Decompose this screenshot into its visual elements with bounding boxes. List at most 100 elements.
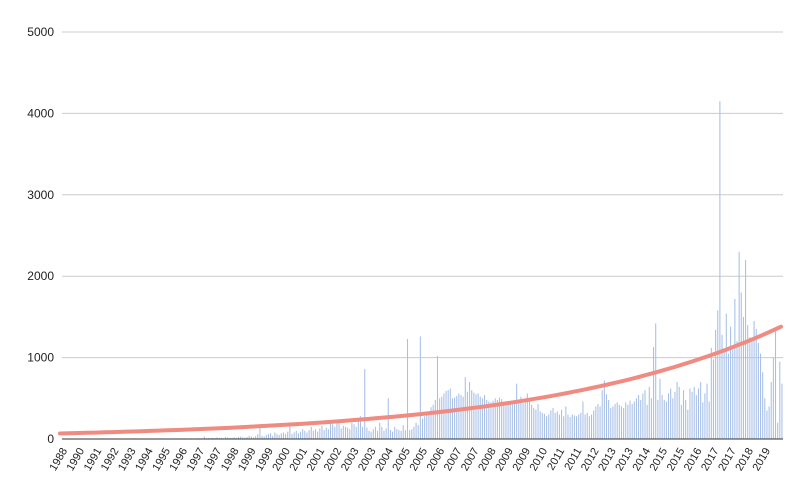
bar xyxy=(528,400,531,439)
bar xyxy=(503,402,505,439)
bar xyxy=(727,353,729,439)
bar xyxy=(321,425,323,439)
bar xyxy=(248,435,250,439)
bar xyxy=(657,399,659,439)
bar xyxy=(368,430,370,439)
bar xyxy=(349,429,351,439)
bar xyxy=(492,400,494,439)
bar xyxy=(417,425,419,439)
bar xyxy=(543,413,545,439)
bar xyxy=(772,357,774,439)
bar xyxy=(725,313,727,439)
bar xyxy=(334,426,336,439)
bar xyxy=(526,393,528,439)
bar xyxy=(623,408,625,439)
bar xyxy=(766,410,768,439)
bar xyxy=(494,398,496,439)
bar xyxy=(265,434,267,439)
bar xyxy=(347,427,349,439)
bar xyxy=(762,372,764,439)
bar xyxy=(693,386,695,439)
bar xyxy=(531,404,533,439)
bar xyxy=(638,395,640,439)
bar xyxy=(319,428,321,439)
bar xyxy=(302,429,304,439)
bar xyxy=(601,390,603,439)
bar xyxy=(706,383,708,439)
bar xyxy=(646,404,648,439)
bar xyxy=(272,435,274,439)
bar xyxy=(779,361,781,439)
bar xyxy=(618,404,620,439)
bar xyxy=(533,408,535,439)
bar xyxy=(561,409,563,439)
bar xyxy=(385,428,387,439)
bar xyxy=(220,437,222,439)
bar xyxy=(357,420,359,439)
bar xyxy=(507,404,509,439)
bar xyxy=(250,436,252,439)
bar xyxy=(212,437,214,439)
bar xyxy=(280,433,282,439)
bar xyxy=(432,404,434,439)
bar xyxy=(501,399,503,439)
bar xyxy=(539,411,541,439)
bar xyxy=(520,396,522,439)
y-tick-label: 3000 xyxy=(27,188,54,202)
bar xyxy=(522,403,524,439)
bar xyxy=(573,415,575,439)
bar xyxy=(541,412,543,439)
bar xyxy=(590,414,593,439)
bar xyxy=(344,426,347,439)
bar xyxy=(631,404,633,439)
bar xyxy=(537,404,539,439)
bar xyxy=(415,422,417,439)
bar xyxy=(244,437,246,439)
bar xyxy=(246,436,248,439)
bar xyxy=(454,397,456,439)
bar xyxy=(285,434,287,439)
bar xyxy=(755,329,757,439)
bar xyxy=(255,436,257,439)
bar xyxy=(599,406,601,439)
bar xyxy=(721,334,723,439)
bar xyxy=(216,437,218,439)
bar xyxy=(242,437,244,439)
bar xyxy=(730,326,732,439)
bar xyxy=(424,416,426,439)
bar xyxy=(443,393,445,439)
bar xyxy=(586,412,588,439)
bar xyxy=(227,437,229,439)
bar xyxy=(267,434,269,439)
bar xyxy=(282,432,284,439)
bar xyxy=(295,430,297,439)
bar xyxy=(486,399,488,439)
bar xyxy=(505,404,507,439)
bar xyxy=(603,380,605,439)
bar xyxy=(740,292,742,439)
bar xyxy=(516,383,518,439)
bar xyxy=(640,399,642,439)
bar xyxy=(308,430,310,439)
bar xyxy=(327,429,329,439)
bar xyxy=(712,359,714,439)
bar xyxy=(747,325,749,439)
bar xyxy=(558,414,560,439)
bar xyxy=(749,337,751,439)
bar xyxy=(317,431,319,439)
bar xyxy=(364,369,366,439)
bar xyxy=(374,426,376,439)
bar xyxy=(449,388,451,439)
bar xyxy=(687,409,689,439)
bar xyxy=(620,406,623,439)
bar xyxy=(682,390,685,439)
bar xyxy=(567,414,569,439)
y-tick-label: 5000 xyxy=(27,25,54,39)
bar xyxy=(576,416,578,439)
bar xyxy=(498,397,501,439)
bar xyxy=(723,349,725,439)
bar xyxy=(409,430,411,439)
bar xyxy=(484,395,486,439)
bar xyxy=(676,382,678,439)
